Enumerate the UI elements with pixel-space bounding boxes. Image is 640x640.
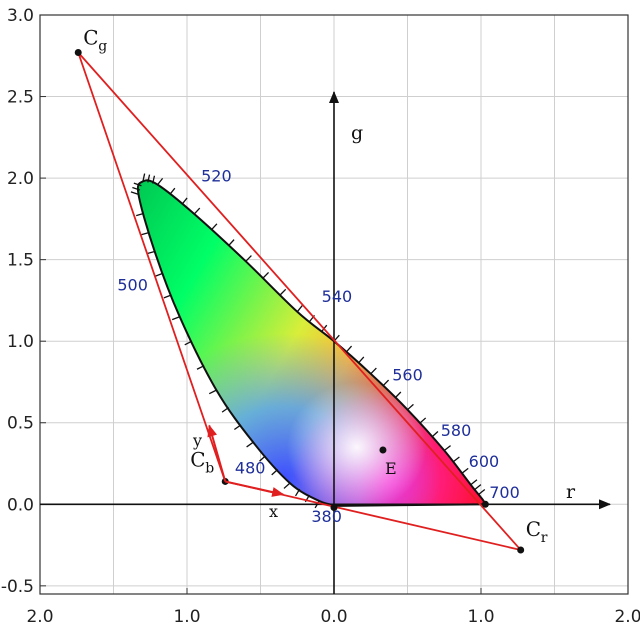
wavelength-tick [211,223,218,231]
wavelength-tick [262,271,270,279]
wavelength-tick [271,469,279,476]
white-point-label: E [385,459,397,478]
white-region [137,180,486,506]
wavelength-tick [141,231,150,236]
wavelength-tick [228,239,235,246]
y-axis-oblique [207,424,227,482]
wavelength-tick [133,182,142,187]
wavelength-label-540: 540 [322,287,353,306]
x-tick-label: 2.0 [26,607,53,627]
wavelength-tick [193,207,201,215]
wavelength-tick [461,467,469,474]
y-axis-oblique-label: y [192,431,202,450]
wavelength-tick [259,455,266,462]
wavelength-tick [146,250,155,255]
y-tick-label: -0.5 [1,577,34,597]
x-axis-oblique [225,480,285,497]
primary-label-letter: C [83,26,98,50]
locus-end-380 [330,504,338,512]
y-tick-label: 1.0 [7,332,34,352]
wavelength-tick [221,406,230,413]
primary-label-letter: C [190,447,205,471]
wavelength-tick [407,403,414,411]
wavelength-tick [181,197,188,205]
wavelength-label-600: 600 [469,452,500,471]
wavelength-tick [452,456,460,463]
wavelength-tick [382,379,390,387]
wavelength-tick [246,441,254,448]
wavelength-tick [132,186,141,191]
primary-label-letter: C [526,517,541,541]
wavelength-tick [279,288,287,296]
wavelength-tick [142,173,146,182]
primaries-triangle [74,49,525,554]
wavelength-tick [136,212,145,217]
wavelength-tick [419,417,427,424]
wavelength-tick [157,177,164,186]
wavelength-tick [370,367,377,375]
y-tick-label: 3.0 [7,6,34,26]
x-tick-label: 0.0 [320,607,347,627]
wavelength-label-480: 480 [235,458,266,477]
wavelength-label-700: 700 [489,483,520,502]
wavelength-tick [171,316,180,321]
wavelength-label-560: 560 [392,365,423,384]
wavelength-tick [345,345,353,353]
primary-label-subscript: b [205,460,214,476]
x-tick-label: 1.0 [467,607,494,627]
wavelength-tick [474,484,482,491]
wavelength-tick [394,391,402,399]
primary-label-subscript: r [541,530,548,546]
wavelength-tick [184,340,193,346]
wavelength-tick [283,482,291,489]
wavelength-tick [294,488,301,497]
wavelength-tick [152,175,156,184]
wavelength-tick [470,479,478,486]
locus-end-700 [481,500,489,508]
x-tick-label: 2.0 [614,607,640,627]
wavelength-tick [478,489,486,496]
spectral-locus-outline [136,179,488,507]
wavelength-tick [147,174,151,183]
x-axis-oblique-label: x [269,502,278,521]
wavelength-tick [196,365,205,370]
wavelength-label-520: 520 [201,166,232,185]
wavelength-tick [443,445,451,451]
r-axis-label: r [566,481,576,503]
y-tick-label: 2.0 [7,169,34,189]
wavelength-tick [130,191,139,196]
wavelength-ticks [130,173,486,509]
y-tick-label: 0.0 [7,495,34,515]
wavelength-label-500: 500 [117,276,148,295]
wavelength-tick [431,431,439,438]
y-tick-label: 1.5 [7,251,34,271]
wavelength-tick [245,255,252,262]
primary-point [517,546,525,554]
wavelength-label-380: 380 [311,507,342,526]
primary-point [74,49,82,57]
g-axis-label: g [351,122,363,144]
white-point-marker [379,446,387,454]
y-tick-label: 2.5 [7,88,34,108]
wavelength-tick [233,424,242,431]
wavelength-tick [169,187,176,195]
wavelength-tick [358,356,365,364]
wavelength-tick [296,305,303,313]
wavelength-tick [155,272,164,277]
primary-label-subscript: g [98,39,107,55]
x-tick-label: 1.0 [173,607,200,627]
wavelength-tick [208,389,217,395]
wavelength-label-580: 580 [441,421,472,440]
wavelength-tick [163,294,172,299]
primaries-triangle-outline [77,51,524,552]
spectral-locus [130,173,488,509]
y-tick-label: 0.5 [7,414,34,434]
